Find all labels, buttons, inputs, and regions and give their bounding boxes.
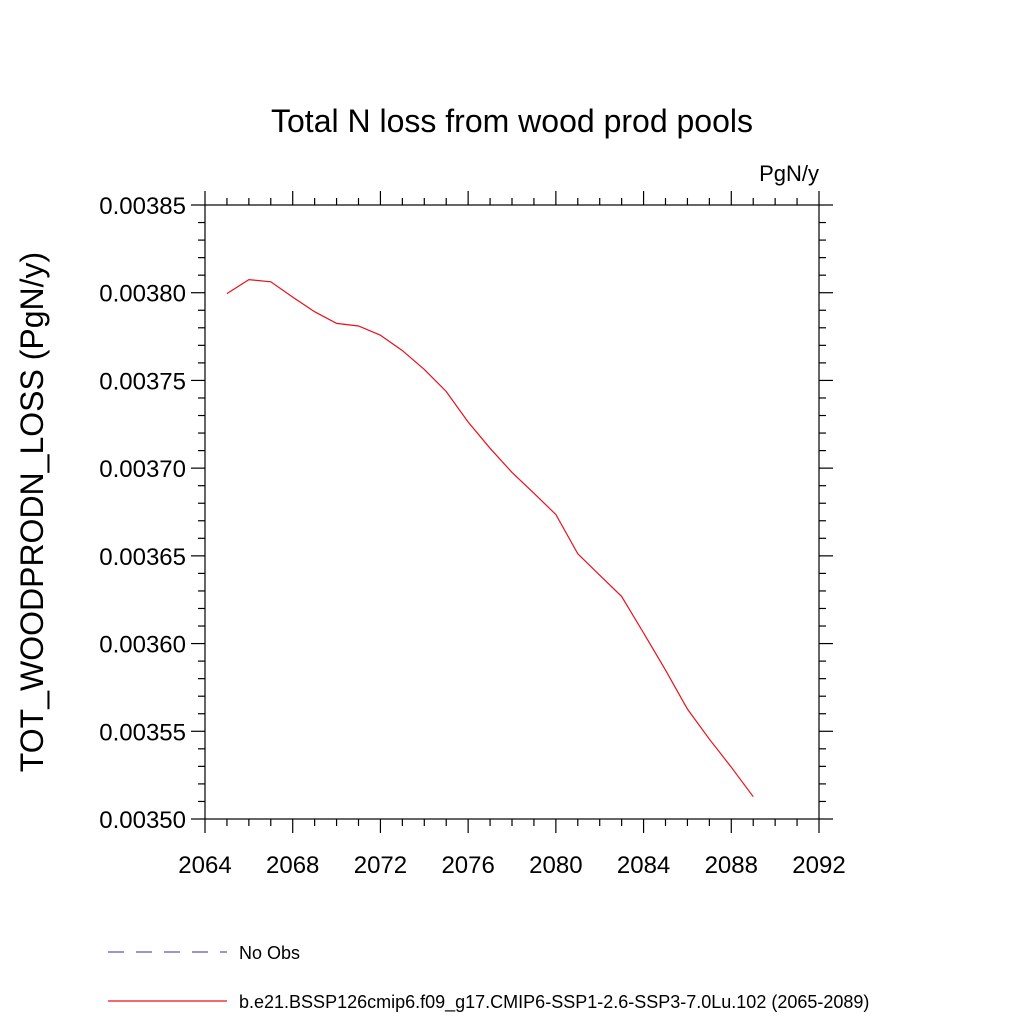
- y-tick-label: 0.00375: [99, 368, 186, 395]
- y-tick-label: 0.00385: [99, 193, 186, 220]
- x-tick-label: 2080: [529, 852, 582, 879]
- chart-title: Total N loss from wood prod pools: [271, 103, 753, 139]
- legend-label: No Obs: [239, 943, 300, 963]
- x-tick-label: 2064: [178, 852, 231, 879]
- units-label: PgN/y: [759, 161, 819, 186]
- legend-label: b.e21.BSSP126cmip6.f09_g17.CMIP6-SSP1-2.…: [239, 992, 869, 1013]
- x-tick-label: 2068: [266, 852, 319, 879]
- y-tick-label: 0.00360: [99, 632, 186, 659]
- y-tick-label: 0.00365: [99, 544, 186, 571]
- x-tick-label: 2076: [441, 852, 494, 879]
- y-tick-label: 0.00380: [99, 281, 186, 308]
- x-tick-label: 2088: [705, 852, 758, 879]
- x-tick-label: 2084: [617, 852, 670, 879]
- y-tick-label: 0.00355: [99, 719, 186, 746]
- series-layer: [226, 278, 754, 798]
- axis-ticks: 2064 2068 2072 2076 2080 2084 2088 2092 0.00350 0…: [99, 191, 846, 879]
- y-tick-label: 0.00370: [99, 456, 186, 483]
- legend: No Obs b.e21.BSSP126cmip6.f09_g17.CMIP6-S…: [108, 943, 869, 1013]
- x-tick-label: 2072: [354, 852, 407, 879]
- x-tick-label: 2092: [792, 852, 845, 879]
- y-axis-label: TOT_WOODPRODN_LOSS (PgN/y): [14, 252, 50, 772]
- y-tick-label: 0.00350: [99, 807, 186, 834]
- plot-frame: [204, 204, 820, 820]
- series-line: [226, 278, 754, 798]
